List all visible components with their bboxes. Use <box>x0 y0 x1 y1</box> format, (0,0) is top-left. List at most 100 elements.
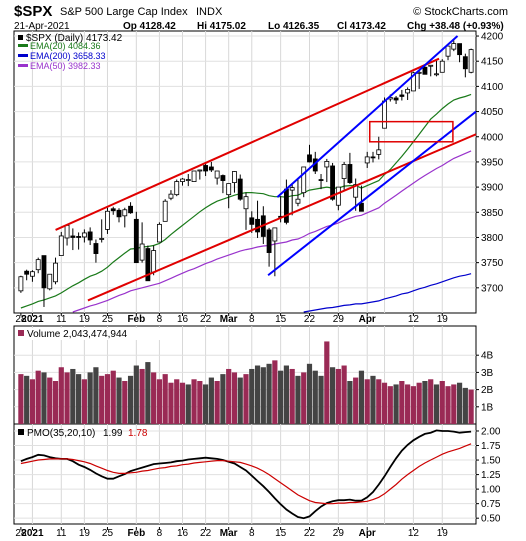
volume-bar <box>122 381 128 424</box>
pmo-signal-line <box>20 443 472 505</box>
price-y-tick-label: 4100 <box>481 82 504 93</box>
x-axis-label: 15 <box>275 528 287 539</box>
pmo-swatch <box>18 429 24 435</box>
volume-bar <box>24 375 30 424</box>
candle-body <box>410 72 416 92</box>
volume-y-axis: 1B 2B 3B 4B <box>476 351 494 413</box>
volume-bar <box>462 387 468 424</box>
volume-bar <box>139 368 145 424</box>
ema20-line <box>20 93 472 309</box>
price-y-tick-label: 4150 <box>481 57 504 68</box>
volume-bar <box>58 367 64 424</box>
volume-bar <box>87 372 93 424</box>
volume-bar <box>116 377 122 424</box>
volume-bar <box>399 381 405 424</box>
x-axis-label: 29 <box>333 528 345 539</box>
volume-bar <box>283 365 290 424</box>
price-y-tick-label: 3950 <box>481 157 504 168</box>
legend-ema200: EMA(200) 3658.33 <box>30 51 106 61</box>
volume-bar <box>312 370 318 424</box>
volume-bar <box>364 379 370 424</box>
volume-bar <box>168 382 174 424</box>
candle-body <box>376 149 382 155</box>
volume-bar <box>318 375 324 424</box>
x-axis-label: Mar <box>220 314 238 325</box>
volume-bar <box>52 381 59 424</box>
volume-bar <box>29 379 36 424</box>
volume-bar <box>249 368 255 424</box>
candle-body <box>41 255 47 289</box>
candle-body <box>197 169 203 172</box>
candle-body <box>53 262 58 283</box>
candle-body <box>272 227 278 242</box>
candle-body <box>18 276 24 292</box>
volume-bar <box>208 377 214 424</box>
candle-body <box>353 184 359 198</box>
candle-body <box>99 238 105 240</box>
candle-body <box>191 170 197 182</box>
candle-body <box>24 270 30 275</box>
candle-body <box>47 273 53 290</box>
volume-bar <box>278 370 284 424</box>
legend-swatch-price <box>18 35 23 40</box>
volume-bar <box>468 389 474 424</box>
volume-bar <box>381 382 388 424</box>
candle-body <box>220 175 226 181</box>
candle-body <box>445 45 451 57</box>
candle-body <box>428 64 434 67</box>
volume-bar <box>324 341 330 424</box>
candle-body <box>145 248 151 282</box>
volume-bar <box>35 370 41 424</box>
ema50-line <box>72 150 472 313</box>
candle-body <box>359 202 364 212</box>
volume-bar <box>272 360 278 424</box>
volume-bar <box>445 386 451 424</box>
change-value: Chg +38.48 (+0.93%) <box>407 21 504 32</box>
volume-bar <box>410 386 416 424</box>
volume-bar <box>18 374 24 424</box>
volume-bar <box>197 381 203 424</box>
x-axis-label: 25 <box>102 314 114 325</box>
candle-body <box>30 271 35 277</box>
pmo-line <box>20 429 472 520</box>
volume-bar <box>191 379 197 424</box>
volume-bar <box>266 363 272 424</box>
volume-bar <box>370 375 376 424</box>
x-axis-label: 22 <box>200 314 212 325</box>
candle-body <box>295 198 301 204</box>
volume-bar <box>179 382 186 424</box>
x-axis-label: Apr <box>359 528 376 539</box>
price-y-tick-label: 3800 <box>481 233 504 244</box>
legend-ema20: EMA(20) 4084.36 <box>30 41 101 51</box>
resistance-box <box>368 120 454 143</box>
legend-price: $SPX (Daily) 4173.42 <box>26 33 123 44</box>
price-y-tick-label: 3900 <box>481 183 504 194</box>
candle-body <box>283 188 289 223</box>
volume-bar <box>306 363 313 424</box>
volume-bar <box>289 368 295 424</box>
x-axis-label: 19 <box>437 528 449 539</box>
candle-body <box>226 183 232 196</box>
volume-bar <box>133 365 139 424</box>
volume-bar <box>162 374 168 424</box>
x-axis-label: 12 <box>408 314 420 325</box>
pmo-y-tick-label: 0.75 <box>481 499 501 510</box>
candle-body <box>151 250 157 273</box>
candle-body <box>451 43 457 50</box>
volume-bar <box>405 384 411 424</box>
candle-body <box>249 217 255 225</box>
volume-bar <box>93 367 99 424</box>
low-value: Lo 4126.35 <box>268 21 320 32</box>
volume-bar <box>237 377 243 424</box>
x-axis-label: 8 <box>157 528 163 539</box>
grid-lines <box>14 31 476 524</box>
x-axis-label: 25 <box>102 528 114 539</box>
volume-bar <box>433 384 440 424</box>
x-axis-label: 19 <box>79 314 91 325</box>
volume-bar <box>347 381 353 424</box>
price-y-tick-label: 3700 <box>481 283 504 294</box>
price-legend: $SPX (Daily) 4173.42 EMA(20) 4084.36 EMA… <box>18 33 123 71</box>
volume-y-tick-label: 1B <box>481 402 494 413</box>
